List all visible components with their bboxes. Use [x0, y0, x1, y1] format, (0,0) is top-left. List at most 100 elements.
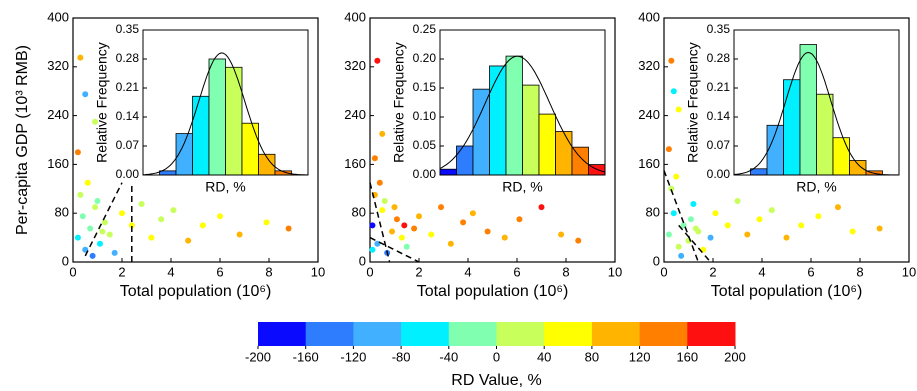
y-tick-label: 320 — [344, 58, 366, 73]
y-tick-label: 240 — [47, 107, 69, 122]
histogram-bar — [522, 84, 540, 176]
histogram-bar — [208, 58, 226, 176]
scatter-point — [712, 210, 719, 217]
colorbar-cell — [591, 322, 641, 346]
colorbar-cell — [687, 322, 736, 346]
histogram-bar — [816, 93, 834, 176]
histogram-bar — [799, 44, 817, 176]
scatter-point — [111, 249, 118, 256]
scatter-point — [401, 222, 408, 229]
histogram-bar — [192, 95, 210, 176]
x-axis-label: Total population (10⁶) — [120, 283, 272, 300]
x-tick-label: 8 — [856, 264, 863, 279]
histogram-bar — [832, 137, 850, 176]
scatter-point — [834, 204, 841, 211]
inset-frame — [142, 29, 309, 176]
colorbar-tick-label: -160 — [293, 349, 319, 364]
scatter-point — [665, 231, 672, 238]
inset-y-tick-label: 0.25 — [413, 22, 437, 36]
inset-y-tick-label: 0.07 — [707, 138, 731, 152]
y-tick-label: 160 — [638, 156, 660, 171]
scatter-point — [148, 234, 155, 241]
scatter-point — [217, 213, 223, 220]
scatter-point — [744, 231, 751, 238]
histogram-bar — [241, 122, 259, 176]
scatter-point — [379, 207, 386, 214]
dashed-boundary — [663, 170, 700, 263]
scatter-point — [381, 198, 388, 204]
scatter-point — [379, 130, 386, 137]
inset-y-tick-label: 0.07 — [116, 138, 140, 152]
y-tick-label: 240 — [638, 107, 660, 122]
inset-y-tick-label: 0.14 — [116, 109, 140, 123]
inset-y-tick-label: 0.00 — [116, 167, 140, 181]
scatter-point — [376, 179, 383, 186]
scatter-point — [668, 185, 675, 192]
scatter-point — [403, 243, 410, 250]
scatter-point — [391, 204, 398, 211]
scatter-point — [158, 216, 165, 223]
scatter-point — [84, 179, 91, 186]
scatter-point — [185, 237, 192, 244]
y-tick-label: 0 — [62, 253, 69, 268]
scatter-point — [460, 219, 467, 226]
histogram-bar — [783, 79, 801, 176]
scatter-point — [678, 252, 685, 259]
scatter-point — [82, 91, 89, 98]
colorbar-tick-label: 40 — [537, 349, 551, 364]
x-tick-label: 4 — [167, 264, 174, 279]
colorbar-cell — [544, 322, 593, 346]
scatter-point — [538, 204, 545, 211]
dashed-boundary — [369, 182, 391, 263]
scatter-point — [692, 225, 699, 232]
scatter-point — [374, 240, 381, 247]
inset-y-tick-label: 0.35 — [707, 22, 731, 36]
x-axis-label: Total population (10⁶) — [417, 283, 569, 300]
scatter-point — [119, 210, 125, 217]
histogram-bar — [849, 160, 867, 176]
scatter-point — [516, 216, 523, 223]
scatter-point — [87, 225, 94, 232]
colorbar-tick-label: -40 — [439, 349, 458, 364]
dashed-boundary — [84, 182, 123, 257]
scatter-point — [665, 146, 672, 153]
inset-y-tick-label: 0.21 — [116, 80, 140, 94]
scatter-point — [815, 213, 822, 220]
scatter-point — [138, 201, 145, 208]
x-tick-label: 2 — [118, 264, 125, 279]
scatter-point — [374, 57, 381, 64]
colorbar-cell — [305, 322, 354, 346]
colorbar-cell — [401, 322, 450, 346]
histogram-bar — [505, 55, 523, 176]
scatter-point — [369, 246, 376, 253]
x-tick-label: 0 — [660, 264, 667, 279]
scatter-point — [74, 234, 81, 241]
x-tick-label: 2 — [415, 264, 422, 279]
scatter-point — [170, 207, 177, 214]
inset-y-tick-label: 0.00 — [707, 167, 731, 181]
histogram-bar — [489, 65, 507, 176]
colorbar-cell — [448, 322, 497, 346]
y-axis-label: Per-capita GDP (10³ RMB) — [14, 45, 31, 235]
inset-x-label: RD, % — [502, 179, 542, 195]
inset-y-tick-label: 0.35 — [116, 22, 140, 36]
scatter-point — [484, 228, 491, 235]
fit-curve — [439, 55, 606, 173]
scatter-point — [74, 149, 81, 156]
x-tick-label: 10 — [608, 264, 622, 279]
inset-frame — [733, 29, 900, 176]
x-tick-label: 6 — [216, 264, 223, 279]
scatter-point — [668, 57, 675, 64]
x-tick-label: 10 — [311, 264, 325, 279]
scatter-point — [575, 237, 582, 244]
fit-curve — [142, 52, 308, 176]
inset-x-label: RD, % — [796, 179, 836, 195]
scatter-point — [263, 219, 270, 226]
x-axis-label: Total population (10⁶) — [711, 283, 863, 300]
y-tick-label: 80 — [646, 205, 660, 220]
scatter-point — [77, 191, 84, 198]
scatter-point — [369, 222, 376, 229]
scatter-point — [849, 228, 856, 235]
